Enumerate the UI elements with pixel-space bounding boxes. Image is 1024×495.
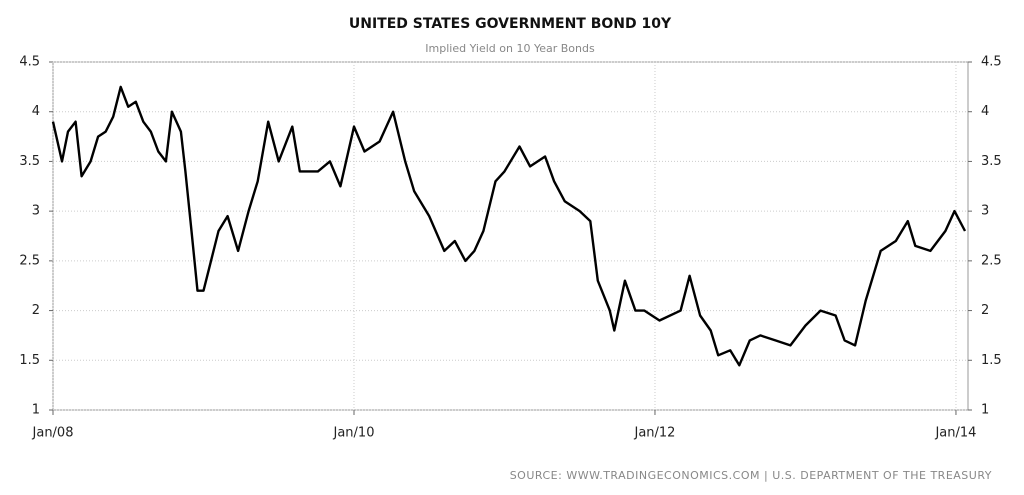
y-tick-label: 2.5 [19, 253, 40, 268]
y-tick-label: 1.5 [19, 353, 40, 368]
x-tick-label: Jan/12 [633, 426, 675, 441]
y2-tick-label: 4 [981, 104, 989, 119]
y-tick-label: 3.5 [19, 154, 40, 169]
y2-tick-label: 4.5 [981, 55, 1002, 70]
x-tick-label: Jan/08 [32, 426, 74, 441]
chart-title: UNITED STATES GOVERNMENT BOND 10Y [349, 16, 672, 32]
y2-tick-label: 1.5 [981, 353, 1002, 368]
y2-tick-label: 2.5 [981, 253, 1002, 268]
y-tick-label: 1 [32, 403, 40, 418]
line-series [51, 85, 967, 367]
y2-tick-label: 2 [981, 303, 989, 318]
y-tick-label: 2 [32, 303, 40, 318]
y2-tick-label: 1 [981, 403, 989, 418]
y-tick-label: 4.5 [19, 55, 40, 70]
source-note: SOURCE: WWW.TRADINGECONOMICS.COM | U.S. … [510, 469, 992, 482]
y-tick-label: 4 [32, 104, 40, 119]
x-tick-label: Jan/14 [934, 426, 976, 441]
plot-frame [52, 61, 969, 411]
y2-tick-label: 3.5 [981, 154, 1002, 169]
chart-subtitle: Implied Yield on 10 Year Bonds [425, 42, 595, 55]
x-tick-label: Jan/10 [333, 426, 375, 441]
y2-tick-label: 3 [981, 204, 989, 219]
y-tick-label: 3 [32, 204, 40, 219]
